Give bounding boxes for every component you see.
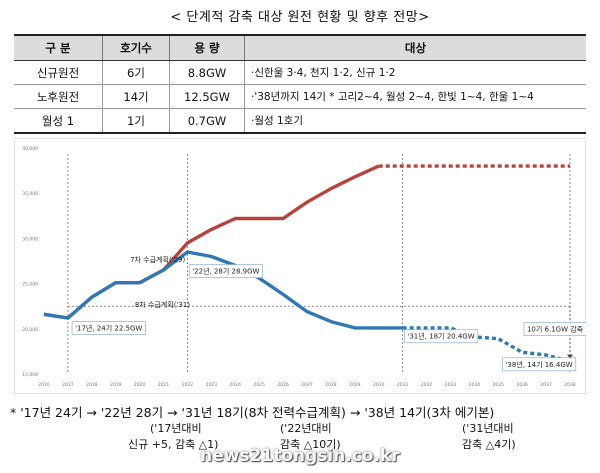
timeline-note: ('31년대비: [462, 422, 514, 435]
series-line: [402, 326, 571, 363]
chart-annotation: 10기 6.1GW 감축: [527, 325, 584, 334]
table-cell: ·신한울 3·4, 천지 1·2, 신규 1·2: [244, 60, 586, 85]
table-cell: 12.5GW: [169, 84, 245, 109]
x-tick-label: 2035: [493, 382, 505, 388]
x-tick-label: 2018: [86, 382, 98, 388]
x-tick-label: 2016: [38, 382, 50, 388]
x-tick-label: 2037: [540, 382, 552, 388]
table-row: 노후원전 14기 12.5GW ·'38년까지 14기 * 고리2~4, 월성 …: [14, 84, 586, 109]
x-tick-label: 2021: [158, 382, 170, 388]
x-tick-label: 2019: [110, 382, 122, 388]
x-tick-label: 2023: [206, 382, 218, 388]
table-cell: 신규원전: [14, 60, 103, 85]
y-tick-label: 30,000: [22, 236, 38, 242]
x-tick-label: 2024: [230, 382, 242, 388]
watermark: news21tongsin.co.kr: [200, 446, 400, 466]
chart-annotation: '38년, 14기 16.4GW: [505, 360, 572, 369]
timeline-main: * '17년 24기 → '22년 28기 → '31년 18기(8차 전력수급…: [10, 405, 495, 420]
chart-annotation: 7차 수급계획('29): [130, 255, 185, 264]
x-tick-label: 2028: [325, 382, 337, 388]
table-cell: 6기: [102, 60, 170, 85]
capacity-line-chart: 15,000 20,000 25,000 30,000 35,000 40,000 2016…: [14, 138, 586, 394]
table-cell: ·'38년까지 14기 * 고리2~4, 월성 2~4, 한빛 1~4, 한울 …: [244, 84, 586, 109]
x-tick-label: 2034: [469, 382, 481, 388]
x-tick-label: 2031: [397, 382, 409, 388]
x-tick-label: 2020: [134, 382, 146, 388]
table-row: 월성 1 1기 0.7GW ·월성 1호기: [14, 108, 586, 134]
column-header: 용 량: [169, 34, 245, 61]
summary-table: 구 분 호기수 용 량 대상 신규원전 6기 8.8GW ·신한울 3·4, 천…: [14, 34, 586, 134]
y-tick-label: 20,000: [22, 327, 38, 333]
table-cell: ·월성 1호기: [244, 108, 586, 134]
chart-annotation: '17년, 24기 22.5GW: [75, 324, 142, 333]
y-tick-label: 40,000: [22, 146, 38, 152]
timeline-note: 감축 △10기): [280, 438, 341, 451]
x-tick-label: 2030: [373, 382, 385, 388]
page-title: < 단계적 감축 대상 원전 현황 및 향후 전망>: [170, 10, 430, 25]
x-tick-label: 2036: [516, 382, 528, 388]
chart-frame: [14, 138, 586, 394]
table-cell: 월성 1: [14, 108, 103, 134]
y-tick-label: 25,000: [22, 282, 38, 288]
table-cell: 1기: [102, 108, 170, 134]
x-tick-label: 2033: [445, 382, 457, 388]
column-header: 대상: [244, 34, 586, 61]
table-cell: 노후원전: [14, 84, 103, 109]
x-tick-label: 2038: [564, 382, 576, 388]
x-tick-label: 2026: [277, 382, 289, 388]
timeline-note: ('17년대비: [150, 422, 202, 435]
annotation-box: [71, 321, 146, 336]
table-cell: 0.7GW: [169, 108, 245, 134]
table-header-row: 구 분 호기수 용 량 대상: [14, 34, 586, 61]
x-tick-label: 2032: [421, 382, 433, 388]
column-header: 호기수: [102, 34, 170, 61]
chart-annotation: '22년, 28기 28.9GW: [192, 267, 259, 276]
chart-annotation: 8차 수급계획('31): [135, 300, 190, 309]
table-cell: 8.8GW: [169, 60, 245, 85]
y-tick-label: 15,000: [22, 372, 38, 378]
annotation-box: [502, 357, 577, 372]
series-line: [43, 250, 403, 330]
x-tick-label: 2025: [253, 382, 265, 388]
chart-annotation: '31년, 18기 20.4GW: [407, 332, 474, 341]
y-tick-label: 35,000: [22, 191, 38, 197]
column-header: 구 분: [14, 34, 103, 61]
annotation-box: [523, 322, 586, 336]
reduction-arrow-head: [567, 354, 573, 359]
x-tick-label: 2029: [349, 382, 361, 388]
x-tick-label: 2017: [62, 382, 74, 388]
x-tick-label: 2027: [301, 382, 313, 388]
table-cell: 14기: [102, 84, 170, 109]
x-tick-label: 2022: [182, 382, 194, 388]
table-row: 신규원전 6기 8.8GW ·신한울 3·4, 천지 1·2, 신규 1·2: [14, 60, 586, 85]
annotation-box: [404, 329, 479, 344]
timeline-note: 감축 △4기): [462, 438, 516, 451]
timeline-note: ('22년대비: [280, 422, 332, 435]
timeline-note: 신규 +5, 감축 △1): [128, 438, 219, 451]
annotation-box: [188, 264, 263, 279]
